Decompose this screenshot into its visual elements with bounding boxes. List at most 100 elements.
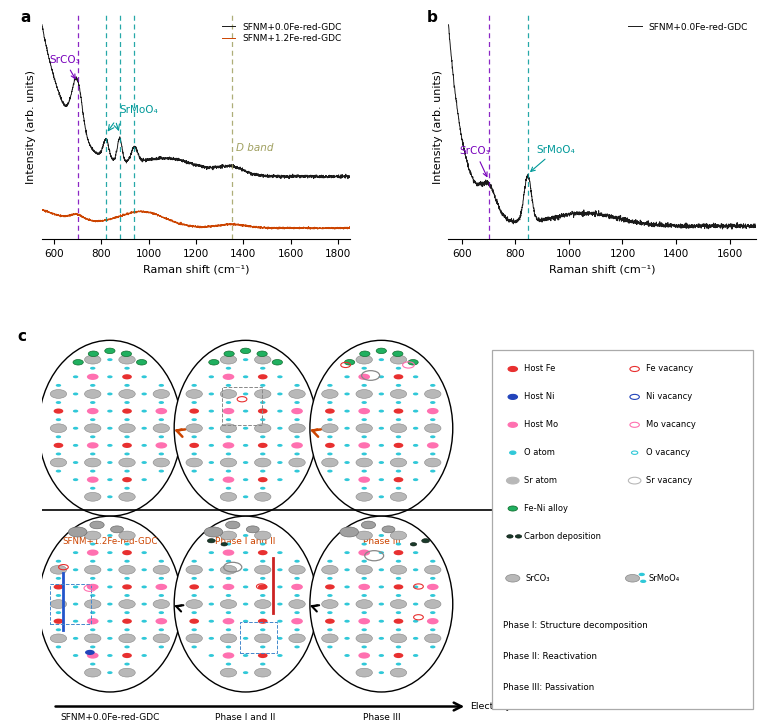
Circle shape bbox=[153, 634, 170, 643]
Circle shape bbox=[379, 409, 384, 412]
SFNM+0.0Fe-red-GDC bbox=[444, 20, 453, 29]
Circle shape bbox=[390, 390, 406, 399]
Circle shape bbox=[358, 653, 370, 658]
Ellipse shape bbox=[310, 516, 453, 692]
Circle shape bbox=[390, 458, 406, 467]
Circle shape bbox=[254, 566, 271, 574]
Circle shape bbox=[209, 654, 214, 657]
Circle shape bbox=[345, 461, 350, 464]
Circle shape bbox=[243, 393, 248, 396]
Circle shape bbox=[345, 427, 350, 430]
Circle shape bbox=[393, 443, 403, 448]
Text: SrCO₃: SrCO₃ bbox=[460, 147, 490, 176]
Circle shape bbox=[224, 351, 235, 356]
Circle shape bbox=[396, 401, 401, 404]
Circle shape bbox=[107, 637, 112, 640]
Circle shape bbox=[85, 650, 95, 655]
Circle shape bbox=[141, 654, 147, 657]
Circle shape bbox=[73, 478, 78, 481]
Circle shape bbox=[90, 418, 96, 421]
Circle shape bbox=[125, 560, 130, 563]
Circle shape bbox=[209, 393, 214, 396]
Circle shape bbox=[107, 409, 112, 412]
Circle shape bbox=[379, 495, 384, 498]
Circle shape bbox=[410, 542, 416, 546]
Circle shape bbox=[243, 568, 248, 571]
Circle shape bbox=[277, 585, 283, 588]
Circle shape bbox=[192, 628, 197, 631]
Circle shape bbox=[125, 611, 130, 614]
Circle shape bbox=[430, 401, 435, 404]
Ellipse shape bbox=[38, 516, 181, 692]
Circle shape bbox=[396, 418, 401, 421]
Circle shape bbox=[90, 384, 96, 387]
Circle shape bbox=[260, 470, 265, 473]
Circle shape bbox=[356, 458, 372, 467]
Circle shape bbox=[361, 401, 367, 404]
Circle shape bbox=[186, 600, 202, 608]
X-axis label: Raman shift (cm⁻¹): Raman shift (cm⁻¹) bbox=[549, 265, 656, 274]
Circle shape bbox=[356, 355, 372, 364]
Circle shape bbox=[243, 358, 248, 361]
Circle shape bbox=[186, 390, 202, 399]
Circle shape bbox=[425, 424, 441, 433]
Ellipse shape bbox=[38, 340, 181, 516]
Circle shape bbox=[396, 542, 401, 545]
Circle shape bbox=[209, 461, 214, 464]
Circle shape bbox=[220, 424, 237, 433]
SFNM+0.0Fe-red-GDC bbox=[461, 153, 471, 162]
Circle shape bbox=[121, 351, 131, 356]
Circle shape bbox=[107, 375, 112, 378]
Circle shape bbox=[122, 584, 132, 590]
Circle shape bbox=[90, 487, 96, 490]
Circle shape bbox=[222, 618, 235, 624]
Circle shape bbox=[243, 478, 248, 481]
X-axis label: Raman shift (cm⁻¹): Raman shift (cm⁻¹) bbox=[143, 265, 249, 274]
Text: SFNM+1.2Fe-red-GDC: SFNM+1.2Fe-red-GDC bbox=[62, 537, 157, 546]
Circle shape bbox=[390, 634, 406, 643]
Circle shape bbox=[322, 458, 338, 467]
Circle shape bbox=[56, 577, 61, 580]
Circle shape bbox=[430, 594, 435, 597]
Text: Mo vacancy: Mo vacancy bbox=[646, 420, 696, 429]
Circle shape bbox=[430, 628, 435, 631]
Text: Phase I and II: Phase I and II bbox=[215, 713, 276, 722]
Circle shape bbox=[379, 534, 384, 537]
SFNM+0.0Fe-red-GDC bbox=[338, 172, 348, 181]
Circle shape bbox=[209, 444, 214, 446]
Circle shape bbox=[358, 584, 370, 590]
Circle shape bbox=[209, 603, 214, 605]
Circle shape bbox=[243, 603, 248, 605]
Circle shape bbox=[220, 600, 237, 608]
Circle shape bbox=[508, 394, 517, 399]
Circle shape bbox=[90, 521, 104, 529]
Circle shape bbox=[85, 424, 101, 433]
Circle shape bbox=[258, 550, 267, 555]
Circle shape bbox=[53, 443, 63, 448]
Circle shape bbox=[345, 359, 354, 365]
Circle shape bbox=[125, 436, 130, 439]
Circle shape bbox=[87, 374, 99, 380]
Circle shape bbox=[327, 401, 332, 404]
Circle shape bbox=[73, 444, 78, 446]
Circle shape bbox=[361, 384, 367, 387]
Circle shape bbox=[225, 521, 240, 529]
Text: a: a bbox=[21, 10, 31, 25]
Circle shape bbox=[327, 452, 332, 455]
Circle shape bbox=[243, 495, 248, 498]
Circle shape bbox=[294, 401, 299, 404]
Circle shape bbox=[289, 458, 306, 467]
Circle shape bbox=[56, 470, 61, 473]
Circle shape bbox=[396, 577, 401, 580]
Circle shape bbox=[85, 458, 101, 467]
Circle shape bbox=[225, 594, 231, 597]
Circle shape bbox=[73, 461, 78, 464]
Circle shape bbox=[327, 577, 332, 580]
Circle shape bbox=[85, 531, 101, 540]
Circle shape bbox=[125, 452, 130, 455]
Text: Ni vacancy: Ni vacancy bbox=[646, 392, 692, 401]
Legend: SFNM+0.0Fe-red-GDC, SFNM+1.2Fe-red-GDC: SFNM+0.0Fe-red-GDC, SFNM+1.2Fe-red-GDC bbox=[218, 19, 345, 47]
Circle shape bbox=[192, 611, 197, 614]
Circle shape bbox=[376, 348, 387, 354]
Circle shape bbox=[260, 594, 265, 597]
